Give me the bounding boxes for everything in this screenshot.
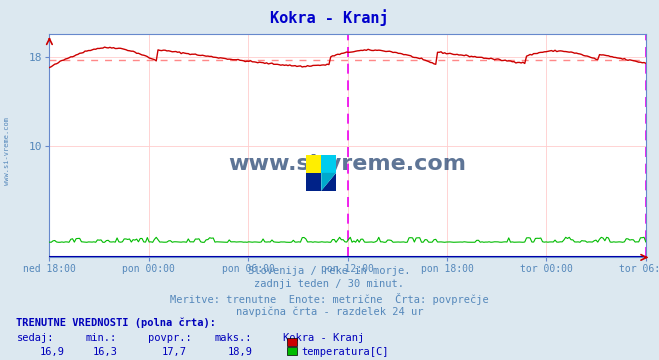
Text: sedaj:: sedaj: (16, 333, 54, 343)
Text: 16,9: 16,9 (40, 347, 65, 357)
Text: zadnji teden / 30 minut.: zadnji teden / 30 minut. (254, 279, 405, 289)
Text: 16,3: 16,3 (92, 347, 117, 357)
Text: www.si-vreme.com: www.si-vreme.com (229, 154, 467, 174)
Text: navpična črta - razdelek 24 ur: navpična črta - razdelek 24 ur (236, 307, 423, 317)
Text: Kokra - Kranj: Kokra - Kranj (283, 333, 364, 343)
Text: TRENUTNE VREDNOSTI (polna črta):: TRENUTNE VREDNOSTI (polna črta): (16, 318, 216, 328)
Text: min.:: min.: (86, 333, 117, 343)
Bar (306, 173, 322, 191)
Text: Kokra - Kranj: Kokra - Kranj (270, 9, 389, 26)
Polygon shape (322, 173, 336, 191)
Text: Slovenija / reke in morje.: Slovenija / reke in morje. (248, 266, 411, 276)
Bar (306, 155, 322, 173)
Text: maks.:: maks.: (214, 333, 252, 343)
Text: Meritve: trenutne  Enote: metrične  Črta: povprečje: Meritve: trenutne Enote: metrične Črta: … (170, 293, 489, 305)
Bar (322, 155, 336, 173)
Text: temperatura[C]: temperatura[C] (302, 347, 389, 357)
Text: 17,7: 17,7 (161, 347, 186, 357)
Text: povpr.:: povpr.: (148, 333, 192, 343)
Text: 18,9: 18,9 (227, 347, 252, 357)
Polygon shape (322, 173, 336, 191)
Text: www.si-vreme.com: www.si-vreme.com (3, 117, 10, 185)
